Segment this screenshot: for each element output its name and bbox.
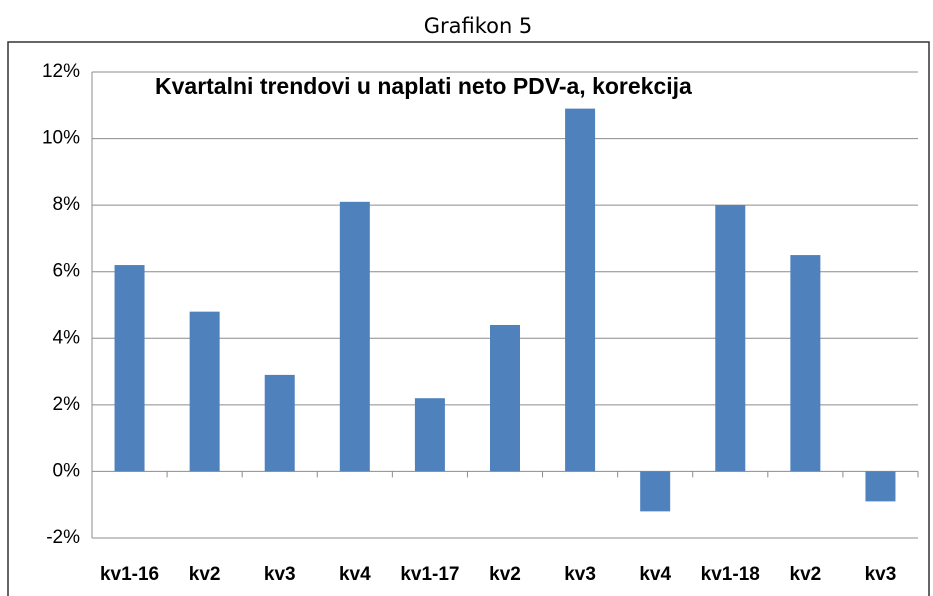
- x-tick-label: kv1-17: [400, 564, 459, 585]
- x-tick-label: kv2: [489, 564, 521, 585]
- page-title: Grafikon 5: [424, 14, 533, 38]
- y-tick-label: 8%: [53, 194, 81, 215]
- x-tick-label: kv1-18: [701, 564, 760, 585]
- bar: [715, 205, 746, 472]
- bar: [565, 108, 596, 472]
- x-tick-label: kv2: [790, 564, 822, 585]
- bar: [264, 374, 295, 472]
- chart-frame: [7, 41, 930, 596]
- bar: [490, 324, 520, 472]
- bar: [865, 471, 896, 502]
- bar: [189, 311, 220, 472]
- y-tick-label: -2%: [46, 527, 80, 548]
- y-tick-label: 6%: [53, 261, 81, 282]
- y-tick-label: 0%: [53, 460, 81, 481]
- x-tick-label: kv3: [564, 564, 596, 585]
- y-tick-label: 4%: [53, 327, 81, 348]
- bar: [414, 398, 445, 472]
- bar: [790, 255, 821, 472]
- bar: [640, 471, 671, 512]
- x-tick-label: kv2: [189, 564, 221, 585]
- bar: [339, 201, 370, 472]
- x-tick-label: kv1-16: [100, 564, 159, 585]
- y-tick-label: 10%: [42, 128, 80, 149]
- x-tick-label: kv3: [264, 564, 296, 585]
- x-tick-label: kv4: [339, 564, 371, 585]
- chart-title: Kvartalni trendovi u naplati neto PDV-a,…: [155, 73, 692, 99]
- y-tick-label: 2%: [53, 394, 81, 415]
- x-tick-label: kv4: [639, 564, 671, 585]
- bar: [114, 265, 145, 472]
- x-tick-label: kv3: [865, 564, 897, 585]
- y-tick-label: 12%: [42, 61, 80, 82]
